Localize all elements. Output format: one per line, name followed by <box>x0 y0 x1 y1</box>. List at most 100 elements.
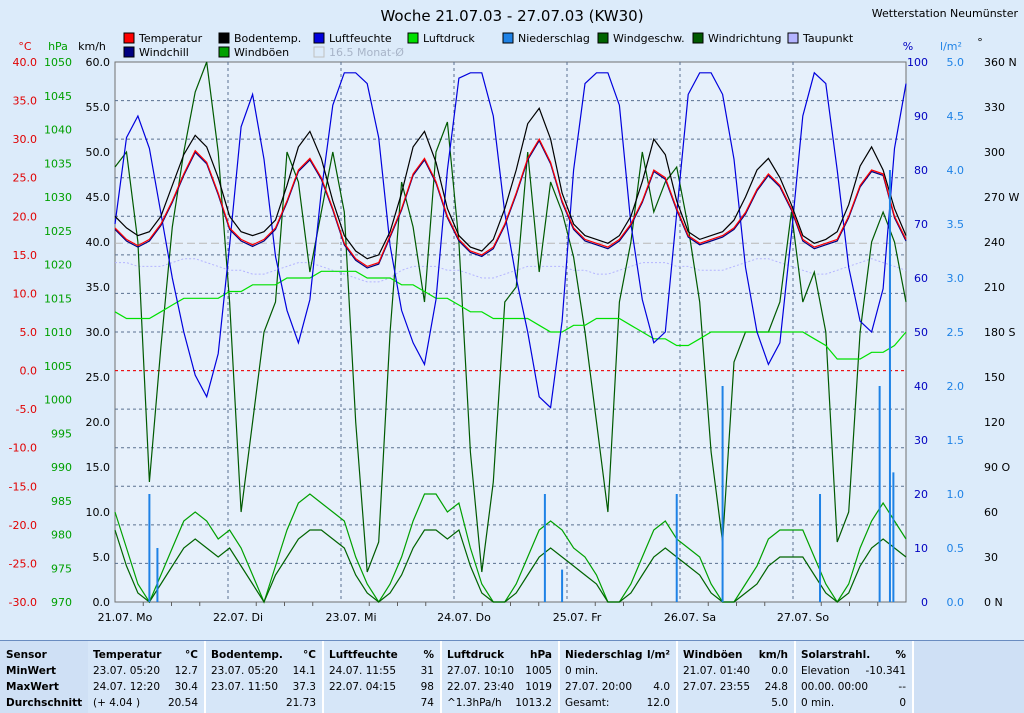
stats-cell-label: (+ 4.04 ) <box>93 697 141 709</box>
tick-temp: 0.0 <box>20 365 38 378</box>
tick-wind: 5.0 <box>93 551 111 564</box>
stats-cell-label: Gesamt: <box>565 697 610 709</box>
stats-cell-label: 22.07. 23:40 <box>447 681 514 693</box>
legend-label: Temperatur <box>138 32 203 45</box>
legend-swatch <box>407 32 419 44</box>
stats-cell-label: Luftfeuchte <box>329 649 398 661</box>
tick-temp: 10.0 <box>13 287 38 300</box>
legend-swatch <box>123 32 135 44</box>
tick-temp: -25.0 <box>9 557 37 570</box>
legend-swatch <box>787 32 799 44</box>
tick-wind: 10.0 <box>86 506 111 519</box>
tick-humidity: 70 <box>914 218 928 231</box>
stats-cell-value: 0.0 <box>771 665 788 677</box>
tick-direction: 210 <box>984 281 1005 294</box>
tick-rain: 0.5 <box>947 542 965 555</box>
stats-cell-label: 00.00. 00:00 <box>801 681 868 693</box>
legend-swatch <box>218 46 230 58</box>
tick-direction: 30 <box>984 551 998 564</box>
weather-chart: Woche 21.07.03 - 27.07.03 (KW30) Wetterst… <box>9 7 1020 624</box>
tick-humidity: 100 <box>907 56 928 69</box>
stats-column: Windböen km/h 21.07. 01:40 0.0 27.07. 23:55 2… <box>678 641 796 713</box>
tick-humidity: 80 <box>914 164 928 177</box>
legend-label: Windchill <box>139 46 189 59</box>
tick-pressure: 1045 <box>44 90 72 103</box>
tick-temp: 40.0 <box>13 56 38 69</box>
stats-cell-label: Elevation <box>801 665 850 677</box>
tick-pressure: 970 <box>51 596 72 609</box>
stats-cell-label: 21.07. 01:40 <box>683 665 750 677</box>
tick-humidity: 60 <box>914 272 928 285</box>
series-line-luftdruck <box>114 270 907 360</box>
stats-cell-value: °C <box>185 649 198 661</box>
stats-cell-label: 27.07. 10:10 <box>447 665 514 677</box>
stats-cell-label: ^1.3hPa/h <box>447 697 502 709</box>
stats-cell-label: Windböen <box>683 649 743 661</box>
series-line-windgeschw <box>114 528 907 604</box>
x-label: 23.07. Mi <box>325 611 376 624</box>
stats-cell-label: 23.07. 05:20 <box>93 665 160 677</box>
stats-cell-value: 1019 <box>525 681 552 693</box>
x-label: 26.07. Sa <box>664 611 716 624</box>
legend-swatch <box>313 32 325 44</box>
tick-wind: 50.0 <box>86 146 111 159</box>
stats-cell-value: 0 <box>899 697 906 709</box>
tick-pressure: 1035 <box>44 157 72 170</box>
x-label: 24.07. Do <box>437 611 491 624</box>
stats-cell-value: 30.4 <box>174 681 198 693</box>
tick-temp: -5.0 <box>16 403 37 416</box>
tick-wind: 55.0 <box>86 101 111 114</box>
stats-cell-value: -10.341 <box>865 665 906 677</box>
tick-wind: 45.0 <box>86 191 111 204</box>
tick-direction: 90 O <box>984 461 1010 474</box>
stats-cell-label: Solarstrahl. <box>801 649 871 661</box>
tick-temp: 25.0 <box>13 172 38 185</box>
stats-cell-value: 98 <box>420 681 434 693</box>
stats-cell-value: l/m² <box>647 649 670 661</box>
tick-pressure: 1050 <box>44 56 72 69</box>
stats-cell-value: 5.0 <box>771 697 788 709</box>
tick-pressure: 975 <box>51 562 72 575</box>
tick-wind: 60.0 <box>86 56 111 69</box>
stats-cell-label: 24.07. 12:20 <box>93 681 160 693</box>
unit-direction: ° <box>977 36 983 49</box>
tick-pressure: 1030 <box>44 191 72 204</box>
legend-swatch <box>313 46 325 58</box>
stats-cell-label: 23.07. 05:20 <box>211 665 278 677</box>
unit-rain: l/m² <box>940 40 962 53</box>
tick-rain: 2.5 <box>947 326 965 339</box>
tick-rain: 4.0 <box>947 164 965 177</box>
stats-cell-value: 37.3 <box>292 681 316 693</box>
stats-cell-value: -- <box>898 681 906 693</box>
legend-label: 16.5 Monat-Ø <box>329 46 404 59</box>
tick-temp: -15.0 <box>9 480 37 493</box>
tick-wind: 40.0 <box>86 236 111 249</box>
unit-wind: km/h <box>78 40 106 53</box>
tick-rain: 1.5 <box>947 434 965 447</box>
row-label-min: MinWert <box>6 665 57 677</box>
stats-cell-label: Bodentemp. <box>211 649 283 661</box>
tick-humidity: 40 <box>914 380 928 393</box>
tick-temp: 35.0 <box>13 95 38 108</box>
legend-swatch <box>218 32 230 44</box>
stats-cell-value: 12.0 <box>646 697 670 709</box>
x-label: 25.07. Fr <box>553 611 602 624</box>
stats-cell-value: 1013.2 <box>515 697 552 709</box>
stats-cell-value: 12.7 <box>174 665 198 677</box>
stats-cell-label: Temperatur <box>93 649 162 661</box>
tick-pressure: 1020 <box>44 259 72 272</box>
row-label-sensor: Sensor <box>6 649 47 661</box>
stats-cell-label: 0 min. <box>801 697 835 709</box>
tick-direction: 300 <box>984 146 1005 159</box>
stats-cell-label: 0 min. <box>565 665 599 677</box>
legend-swatch <box>692 32 704 44</box>
tick-temp: 20.0 <box>13 210 38 223</box>
series-line-windben <box>114 493 907 604</box>
stats-column: Bodentemp. °C 23.07. 05:20 14.1 23.07. 11:50… <box>206 641 324 713</box>
chart-area: Woche 21.07.03 - 27.07.03 (KW30) Wetterst… <box>0 0 1024 640</box>
stats-cell-value: 74 <box>420 697 434 709</box>
stats-cell-value: km/h <box>758 649 788 661</box>
series-line-luftfeuchte <box>114 71 907 409</box>
tick-pressure: 995 <box>51 427 72 440</box>
legend-label: Taupunkt <box>802 32 854 45</box>
